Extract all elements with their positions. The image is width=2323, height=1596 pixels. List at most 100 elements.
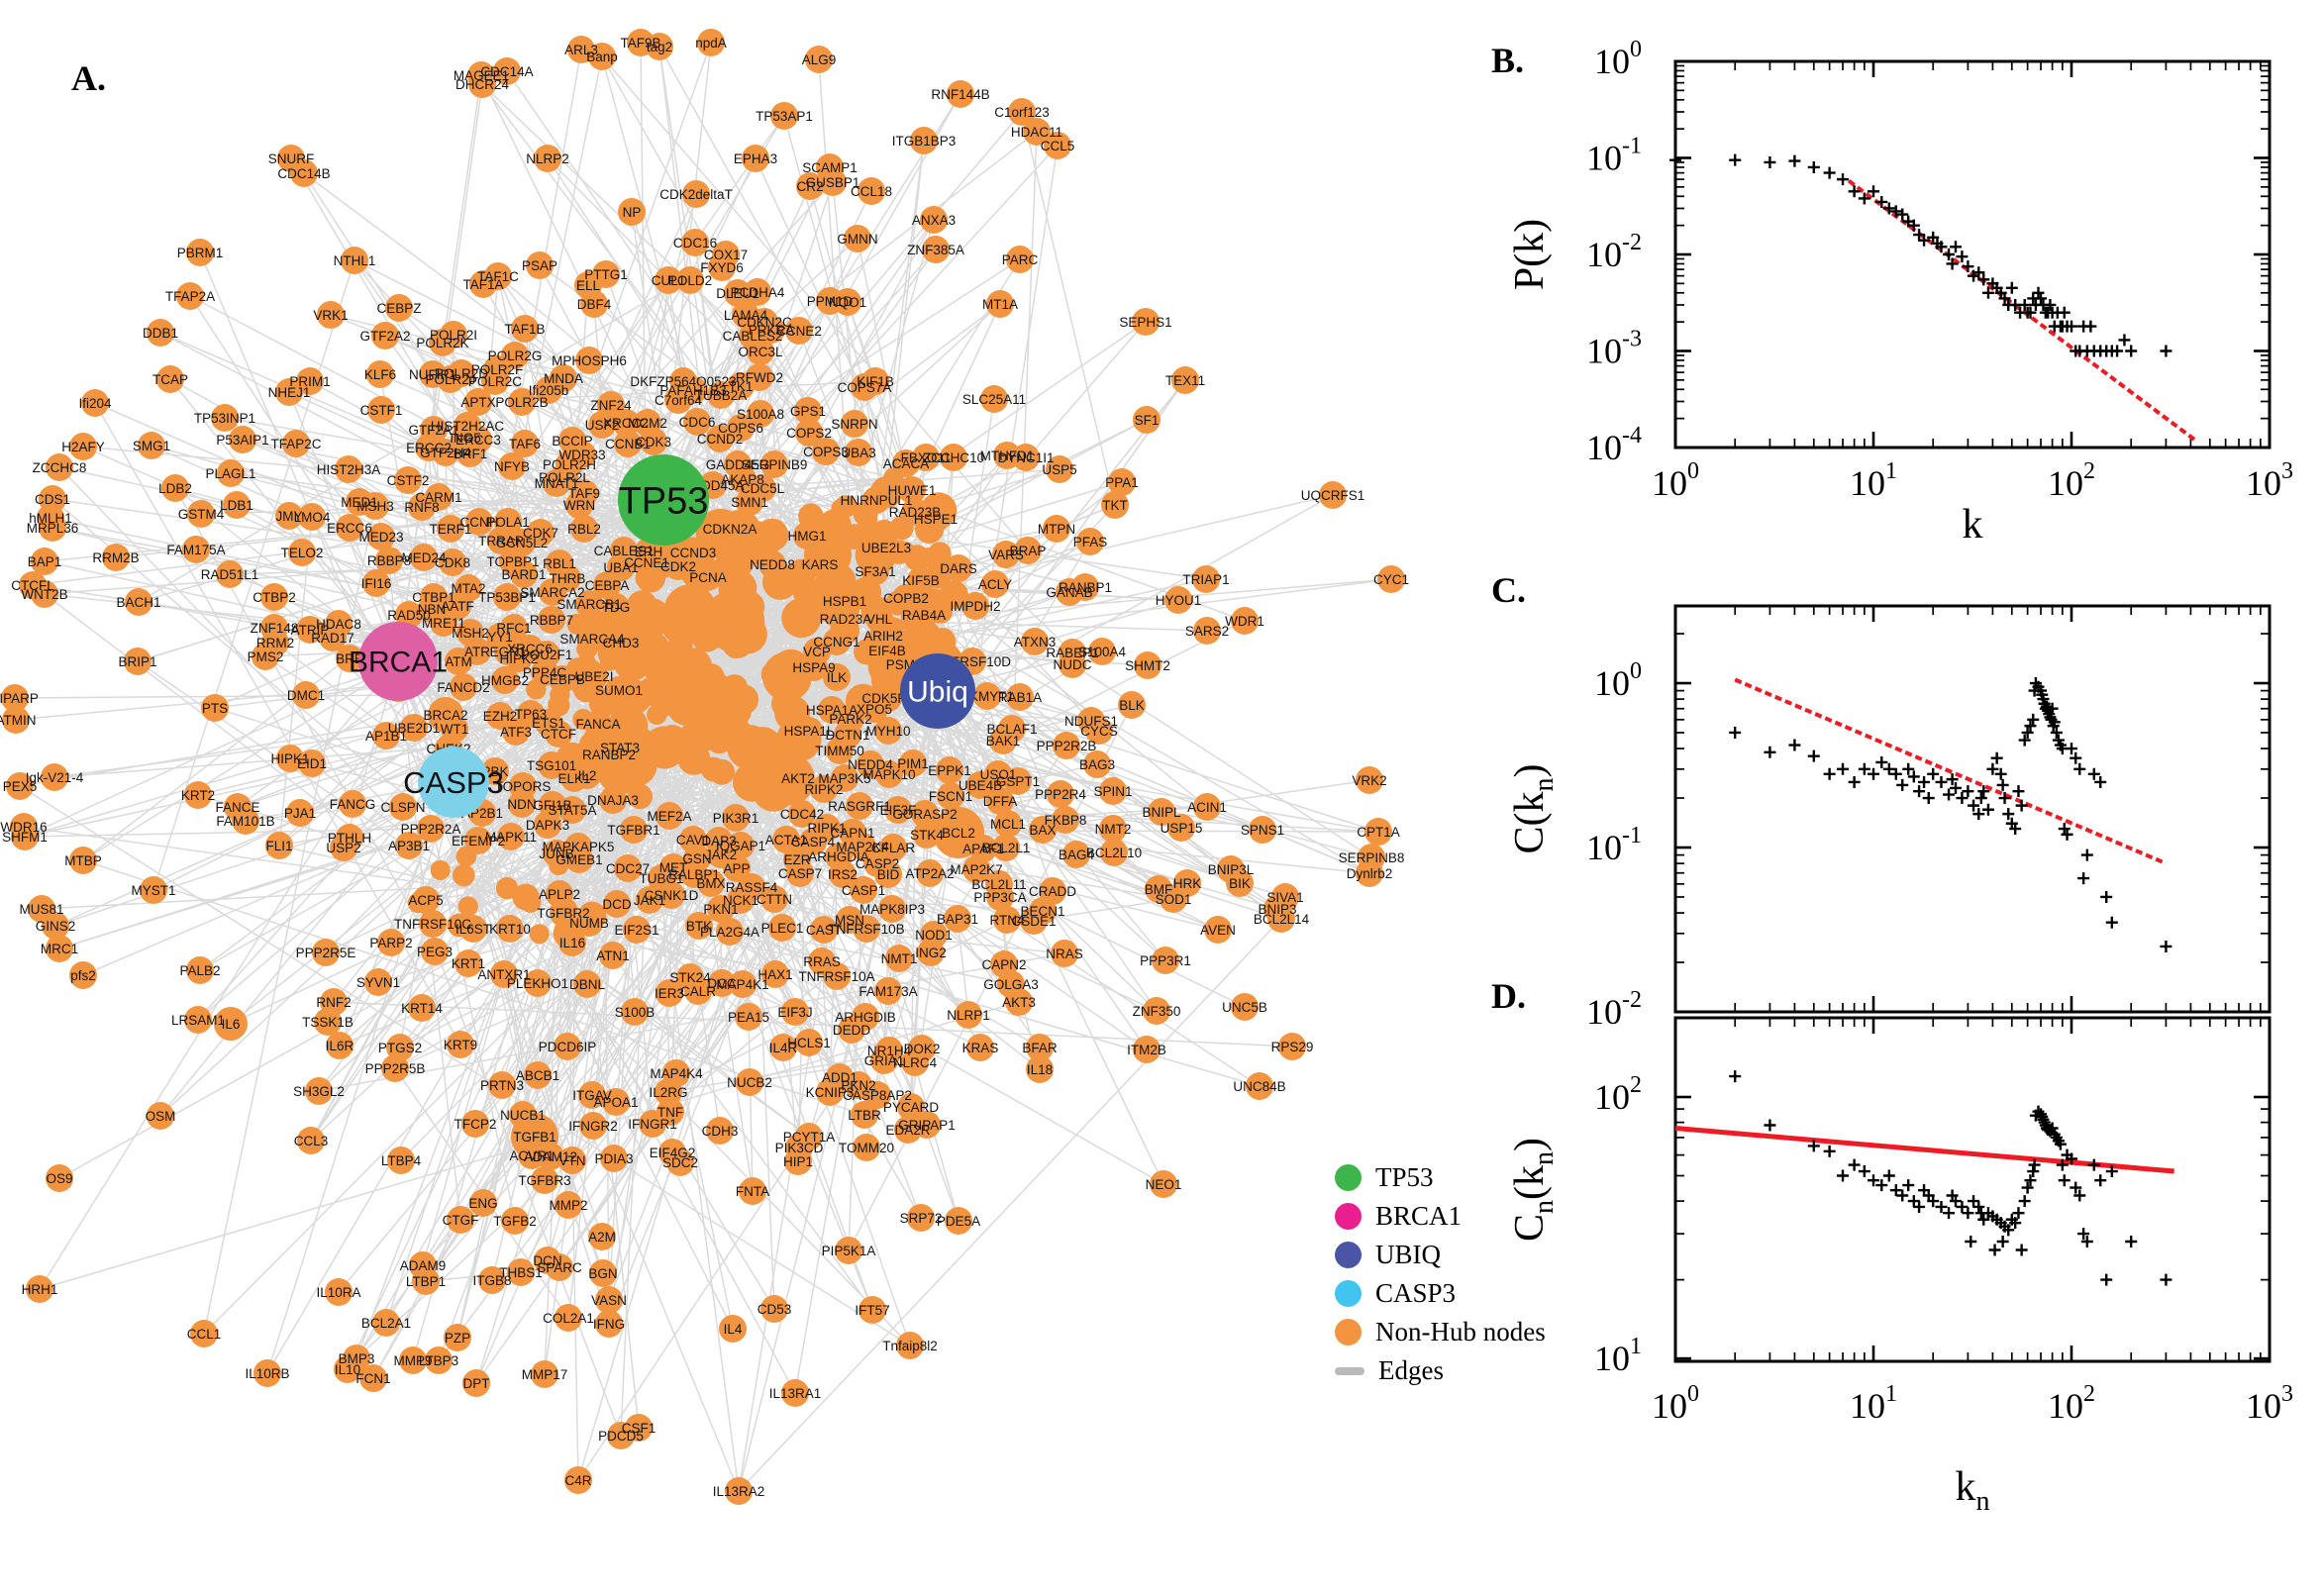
data-point [1848,1158,1861,1171]
node-label: PDCD6IP [539,1040,597,1054]
network-node [1099,815,1127,843]
network-node [232,807,259,835]
network-node [875,760,903,788]
node-label: PIP5K1A [822,1244,876,1258]
network-nodes [1,29,1405,1505]
network-node [724,279,752,307]
node-label: TGFBR1 [607,823,659,838]
core-node [634,636,655,655]
node-label: BRF1 [454,447,488,461]
data-point [2058,823,2070,836]
network-node [1056,578,1083,606]
data-point [1823,767,1836,780]
node-label: EIF3J [777,1005,812,1020]
data-point [1837,173,1850,186]
network-node [372,722,400,749]
node-label: PDE5A [937,1214,980,1229]
node-label: FANCG [330,797,376,812]
edge [453,603,590,783]
node-label: UBE2I [574,669,613,684]
network-node [1006,246,1034,273]
network-node [31,548,58,575]
network-node [861,557,889,585]
node-label: npdA [695,36,727,50]
network-node [496,915,524,943]
network-node [42,912,69,940]
edge [751,782,775,1310]
node-label: EPHA3 [734,151,777,166]
node-label: BCL2 [942,826,975,841]
node-label: JAK1 [634,893,665,908]
node-label: DCTN1 [825,728,869,743]
node-label: APTX [460,395,495,410]
legend-color-dot [1335,1319,1362,1346]
node-label: FANCA [575,717,620,732]
node-label: USP15 [1161,821,1203,836]
node-label: SOD1 [1156,892,1192,907]
x-tick-label: 102 [2048,458,2095,503]
node-label: BCCIP [552,434,592,449]
node-label: ILK [827,670,847,685]
network-node [614,854,642,882]
node-label: FAM173A [858,984,917,999]
node-label: LMO4 [294,510,331,525]
network-node [656,802,683,830]
node-label: GOLGA3 [983,977,1039,992]
node-label: CD53 [758,1302,792,1317]
node-label: ACIN1 [1187,800,1227,815]
node-label: BCL2A1 [361,1316,411,1331]
node-label: CAV1 [676,833,710,848]
node-label: LTBR [848,1108,881,1123]
core-node [453,864,475,887]
data-point [2087,767,2100,780]
network-node [784,764,812,792]
data-point [2100,1273,2113,1286]
network-node [554,1033,581,1060]
node-label: DOK2 [904,1042,941,1056]
node-label: CAPN1 [830,826,874,841]
network-node [336,514,363,542]
network-node [697,29,725,56]
node-label: CTBP2 [252,590,296,605]
data-point [2024,306,2037,319]
node-label: PALB2 [179,963,220,978]
y-tick-label: 10-2 [1586,987,1642,1032]
node-label: H2AFY [61,440,105,454]
node-label: SMN1 [731,495,768,510]
node-label: HSPB1 [823,594,866,609]
node-label: BACH1 [116,595,160,610]
network-node [910,601,938,629]
core-node [637,649,665,678]
network-node [844,225,871,252]
network-node [973,682,1001,710]
node-label: CPT1A [1357,825,1400,840]
node-label: TIMM50 [815,744,864,758]
node-label: MSH3 [356,499,394,514]
network-node [831,764,858,792]
network-node [395,601,423,629]
node-label: MSH2 [452,626,489,641]
network-node [275,378,303,406]
legend-item-label: BRCA1 [1375,1201,1463,1231]
network-node [371,322,399,349]
node-label: SF3A1 [855,564,895,579]
node-label: CTTN [757,892,792,907]
data-point [2094,1174,2107,1187]
node-label: GCN5L2 [496,536,549,550]
node-label: USP5 [1042,462,1076,477]
network-node [805,46,833,73]
node-label: EZR [784,852,811,867]
network-node [410,544,438,571]
network-node [1088,638,1116,665]
network-node [937,782,964,810]
node-label: VRK2 [1352,773,1386,788]
node-label: ADAM9 [400,1258,447,1273]
data-point [1943,788,1956,801]
core-node [779,743,806,769]
node-label: BCL2L10 [1086,846,1142,860]
core-node [691,621,723,652]
core-node [857,509,878,530]
network-node [603,890,631,918]
node-label: AATF [441,599,474,614]
node-label: NMT2 [1095,822,1132,837]
